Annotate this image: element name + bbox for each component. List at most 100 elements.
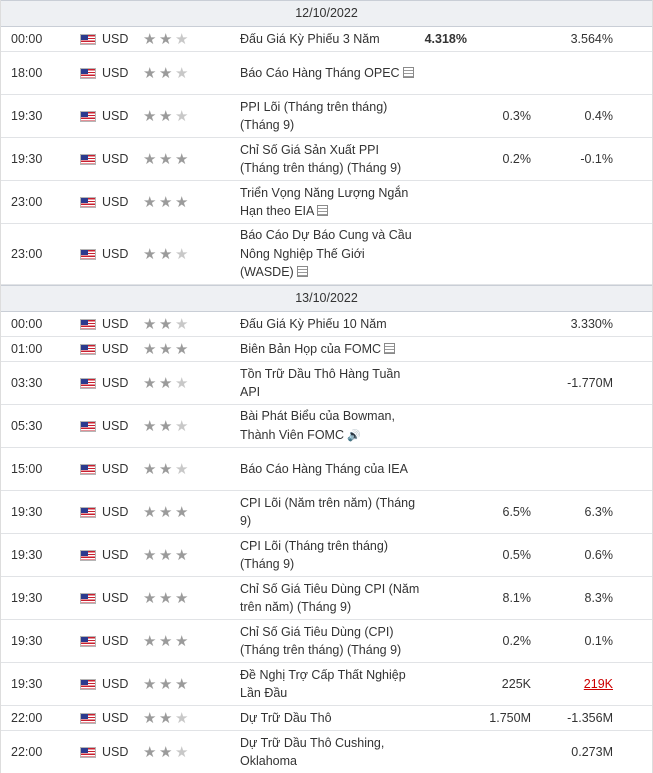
event-row[interactable]: 19:30 USD ★ ★ ★ CPI Lõi (Năm trên năm) (Tháng… — [1, 491, 652, 534]
event-row[interactable]: 23:00 USD ★ ★ ★ Triển Vọng Năng Lượng Ngắn Hạ… — [1, 181, 652, 224]
event-name[interactable]: Biên Bản Họp của FOMC — [240, 341, 382, 356]
us-flag-icon — [80, 248, 96, 260]
event-name[interactable]: Báo Cáo Hàng Tháng của IEA — [240, 461, 408, 476]
event-currency: USD — [102, 634, 129, 648]
event-name[interactable]: Chỉ Số Giá Tiêu Dùng CPI (Năm trên năm) … — [240, 581, 420, 615]
speaker-icon[interactable]: 🔊 — [346, 429, 361, 442]
event-time: 15:00 — [11, 462, 43, 476]
document-icon[interactable] — [384, 342, 396, 354]
star-icon: ★ — [175, 64, 189, 82]
event-time: 00:00 — [11, 317, 43, 331]
event-name-cell[interactable]: Biên Bản Họp của FOMC — [240, 337, 420, 361]
event-name-cell[interactable]: Chỉ Số Giá Tiêu Dùng CPI (Năm trên năm) … — [240, 577, 420, 619]
star-icon: ★ — [159, 245, 173, 263]
event-name-cell[interactable]: CPI Lõi (Tháng trên tháng) (Tháng 9) — [240, 534, 420, 576]
event-name-cell[interactable]: Đấu Giá Kỳ Phiếu 10 Năm — [240, 312, 420, 336]
event-name[interactable]: Triển Vọng Năng Lượng Ngắn Hạn theo EIA — [240, 185, 409, 219]
event-row[interactable]: 00:00 USD ★ ★ ★ Đấu Giá Kỳ Phiếu 3 Năm 4.318% 3… — [1, 27, 652, 52]
star-icon: ★ — [143, 709, 157, 727]
importance-rating: ★ ★ ★ — [143, 405, 203, 447]
event-row[interactable]: 19:30 USD ★ ★ ★ Chỉ Số Giá Tiêu Dùng CPI (Năm… — [1, 577, 652, 620]
event-row[interactable]: 23:00 USD ★ ★ ★ Báo Cáo Dự Báo Cung và Cầu Nô… — [1, 224, 652, 285]
star-icon: ★ — [159, 460, 173, 478]
event-row[interactable]: 19:30 USD ★ ★ ★ Chỉ Số Giá Sản Xuất PPI (Thán… — [1, 138, 652, 181]
event-name-cell[interactable]: CPI Lõi (Năm trên năm) (Tháng 9) — [240, 491, 420, 533]
event-name[interactable]: Báo Cáo Hàng Tháng OPEC — [240, 65, 400, 80]
event-row[interactable]: 05:30 USD ★ ★ ★ Bài Phát Biểu của Bowman, Thà… — [1, 405, 652, 448]
event-row[interactable]: 03:30 USD ★ ★ ★ Tồn Trữ Dầu Thô Hàng Tuần API… — [1, 362, 652, 405]
event-currency: USD — [102, 677, 129, 691]
event-name[interactable]: Đấu Giá Kỳ Phiếu 10 Năm — [240, 316, 387, 331]
document-icon[interactable] — [296, 266, 308, 278]
event-row[interactable]: 15:00 USD ★ ★ ★ Báo Cáo Hàng Tháng của IEA — [1, 448, 652, 491]
star-icon: ★ — [159, 417, 173, 435]
us-flag-icon — [80, 343, 96, 355]
event-forecast — [467, 27, 531, 51]
event-name-cell[interactable]: Đấu Giá Kỳ Phiếu 3 Năm — [240, 27, 420, 51]
star-icon: ★ — [175, 150, 189, 168]
flag-cell — [80, 224, 98, 284]
event-name[interactable]: Dự Trữ Dầu Thô Cushing, Oklahoma — [240, 735, 385, 769]
star-icon: ★ — [175, 632, 189, 650]
event-row[interactable]: 01:00 USD ★ ★ ★ Biên Bản Họp của FOMC — [1, 337, 652, 362]
us-flag-icon — [80, 463, 96, 475]
event-name-cell[interactable]: Đề Nghị Trợ Cấp Thất Nghiệp Lần Đầu — [240, 663, 420, 705]
event-forecast — [467, 731, 531, 773]
event-name[interactable]: CPI Lõi (Năm trên năm) (Tháng 9) — [240, 495, 416, 529]
us-flag-icon — [80, 110, 96, 122]
event-currency: USD — [102, 66, 129, 80]
event-forecast — [467, 312, 531, 336]
event-row[interactable]: 19:30 USD ★ ★ ★ Chỉ Số Giá Tiêu Dùng (CPI) (T… — [1, 620, 652, 663]
event-name[interactable]: Bài Phát Biểu của Bowman, Thành Viên FOM… — [240, 409, 395, 442]
event-name-cell[interactable]: Triển Vọng Năng Lượng Ngắn Hạn theo EIA — [240, 181, 420, 223]
event-name-cell[interactable]: PPI Lõi (Tháng trên tháng) (Tháng 9) — [240, 95, 420, 137]
event-name[interactable]: Tồn Trữ Dầu Thô Hàng Tuần API — [240, 366, 401, 400]
importance-stars: ★ ★ ★ — [143, 195, 191, 210]
event-name[interactable]: Chỉ Số Giá Sản Xuất PPI (Tháng trên thán… — [240, 142, 402, 176]
event-time: 19:30 — [11, 677, 43, 691]
document-icon[interactable] — [317, 205, 329, 216]
star-icon: ★ — [175, 743, 189, 761]
event-previous: 8.3% — [533, 577, 614, 619]
event-forecast — [467, 52, 531, 94]
event-row[interactable]: 18:00 USD ★ ★ ★ Báo Cáo Hàng Tháng OPEC — [1, 52, 652, 95]
event-name[interactable]: Dự Trữ Dầu Thô — [240, 710, 332, 725]
event-name-cell[interactable]: Dự Trữ Dầu Thô Cushing, Oklahoma — [240, 731, 420, 773]
event-currency: USD — [102, 247, 129, 261]
event-time: 19:30 — [11, 548, 43, 562]
importance-stars: ★ ★ ★ — [143, 32, 191, 47]
event-name-cell[interactable]: Báo Cáo Hàng Tháng OPEC — [240, 52, 420, 94]
event-name-cell[interactable]: Báo Cáo Dự Báo Cung và Cầu Nông Nghiệp T… — [240, 224, 420, 284]
event-time: 19:30 — [11, 634, 43, 648]
flag-cell — [80, 706, 98, 730]
event-name[interactable]: Báo Cáo Dự Báo Cung và Cầu Nông Nghiệp T… — [240, 228, 412, 280]
event-row[interactable]: 22:00 USD ★ ★ ★ Dự Trữ Dầu Thô 1.750M -1.356M — [1, 706, 652, 731]
event-row[interactable]: 00:00 USD ★ ★ ★ Đấu Giá Kỳ Phiếu 10 Năm 3.330% — [1, 312, 652, 337]
event-name-cell[interactable]: Báo Cáo Hàng Tháng của IEA — [240, 448, 420, 490]
star-icon: ★ — [143, 460, 157, 478]
event-name[interactable]: Đề Nghị Trợ Cấp Thất Nghiệp Lần Đầu — [240, 667, 406, 701]
event-name-cell[interactable]: Dự Trữ Dầu Thô — [240, 706, 420, 730]
event-name-cell[interactable]: Tồn Trữ Dầu Thô Hàng Tuần API — [240, 362, 420, 404]
event-currency: USD — [102, 419, 129, 433]
importance-stars: ★ ★ ★ — [143, 462, 191, 477]
event-row[interactable]: 19:30 USD ★ ★ ★ CPI Lõi (Tháng trên tháng) (T… — [1, 534, 652, 577]
importance-rating: ★ ★ ★ — [143, 620, 203, 662]
document-icon[interactable] — [402, 66, 414, 78]
event-name[interactable]: Chỉ Số Giá Tiêu Dùng (CPI) (Tháng trên t… — [240, 624, 402, 658]
star-icon: ★ — [159, 30, 173, 48]
event-row[interactable]: 19:30 USD ★ ★ ★ PPI Lõi (Tháng trên tháng) (T… — [1, 95, 652, 138]
event-name[interactable]: CPI Lõi (Tháng trên tháng) (Tháng 9) — [240, 538, 388, 572]
importance-rating: ★ ★ ★ — [143, 706, 203, 730]
event-name-cell[interactable]: Bài Phát Biểu của Bowman, Thành Viên FOM… — [240, 405, 420, 447]
event-row[interactable]: 22:00 USD ★ ★ ★ Dự Trữ Dầu Thô Cushing, Oklah… — [1, 731, 652, 773]
event-name[interactable]: PPI Lõi (Tháng trên tháng) (Tháng 9) — [240, 99, 388, 133]
event-forecast: 0.3% — [502, 109, 532, 123]
event-name-cell[interactable]: Chỉ Số Giá Tiêu Dùng (CPI) (Tháng trên t… — [240, 620, 420, 662]
event-row[interactable]: 19:30 USD ★ ★ ★ Đề Nghị Trợ Cấp Thất Nghiệp L… — [1, 663, 652, 706]
event-time: 19:30 — [11, 591, 43, 605]
event-time: 23:00 — [11, 195, 43, 209]
event-actual — [419, 663, 467, 705]
event-name-cell[interactable]: Chỉ Số Giá Sản Xuất PPI (Tháng trên thán… — [240, 138, 420, 180]
event-name[interactable]: Đấu Giá Kỳ Phiếu 3 Năm — [240, 31, 380, 46]
